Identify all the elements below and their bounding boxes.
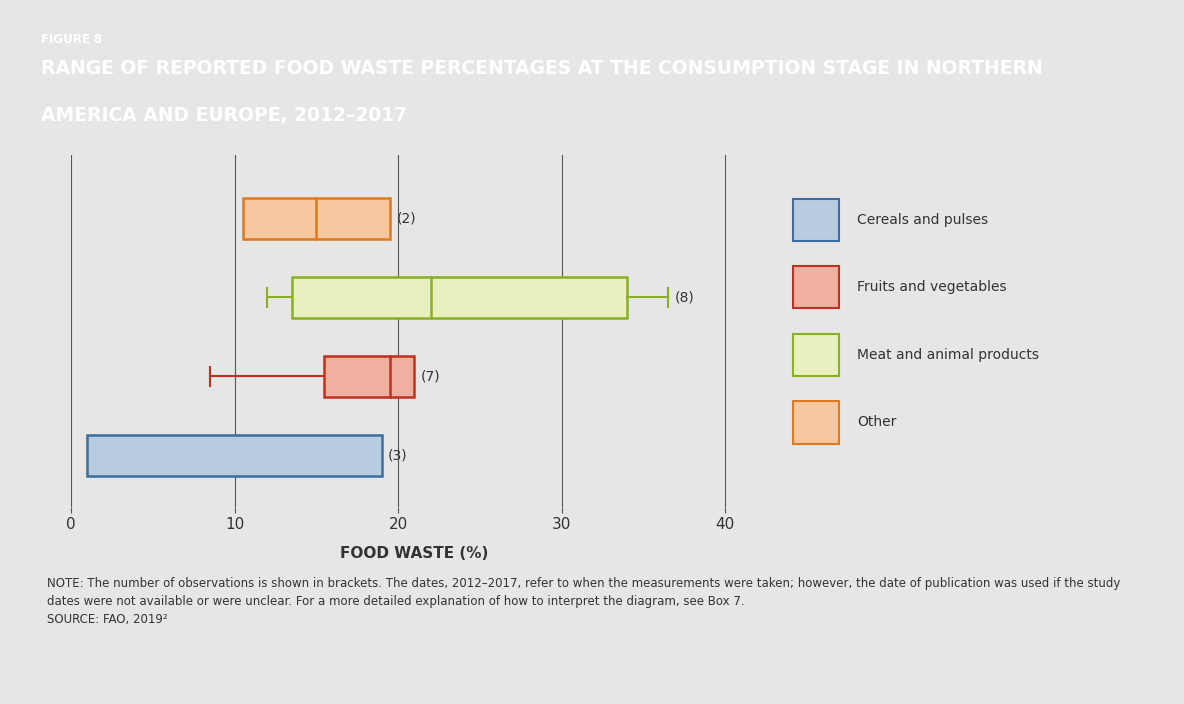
Bar (291, 277, 628, 318)
Text: Cereals and pulses: Cereals and pulses (857, 213, 989, 227)
Bar (793, 199, 839, 241)
Text: Meat and animal products: Meat and animal products (857, 348, 1040, 362)
Text: (8): (8) (675, 290, 694, 304)
Text: (2): (2) (397, 211, 416, 225)
Bar (324, 356, 414, 397)
Text: AMERICA AND EUROPE, 2012–2017: AMERICA AND EUROPE, 2012–2017 (41, 106, 407, 125)
Text: Fruits and vegetables: Fruits and vegetables (857, 280, 1006, 294)
Text: FIGURE 8: FIGURE 8 (41, 32, 103, 46)
Text: RANGE OF REPORTED FOOD WASTE PERCENTAGES AT THE CONSUMPTION STAGE IN NORTHERN: RANGE OF REPORTED FOOD WASTE PERCENTAGES… (41, 59, 1043, 78)
Bar (793, 266, 839, 308)
Bar (793, 334, 839, 376)
Bar (793, 401, 839, 444)
Text: Other: Other (857, 415, 896, 429)
Text: (3): (3) (388, 448, 407, 463)
Text: (7): (7) (422, 370, 440, 384)
X-axis label: FOOD WASTE (%): FOOD WASTE (%) (340, 546, 489, 561)
Bar (88, 435, 381, 476)
Bar (243, 198, 390, 239)
Text: NOTE: The number of observations is shown in brackets. The dates, 2012–2017, ref: NOTE: The number of observations is show… (47, 577, 1121, 627)
